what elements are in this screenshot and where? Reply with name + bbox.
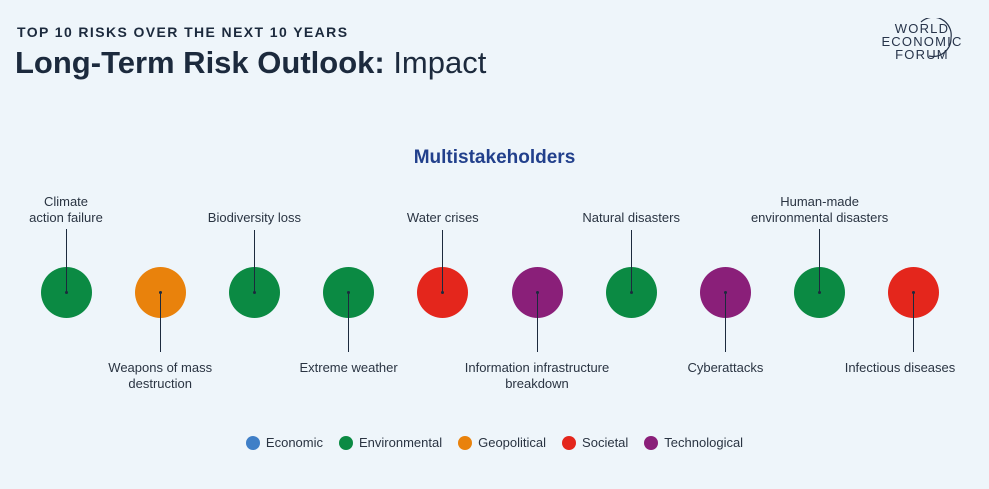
risk-connector-inner-rank-6 — [536, 292, 538, 318]
risk-label-line-rank-4-1: Extreme weather — [299, 360, 398, 375]
legend-item-environmental: Environmental — [339, 435, 442, 450]
legend-label-environmental: Environmental — [359, 435, 443, 450]
risk-label-rank-1: Climate action failure — [0, 194, 151, 226]
risk-center-rank-8 — [723, 290, 727, 294]
legend-label-technological: Technological — [664, 435, 744, 450]
risk-label-line-rank-8-1: Cyberattacks — [687, 360, 764, 375]
risk-connector-inner-rank-8 — [724, 292, 726, 318]
risk-label-rank-4: Extreme weather — [264, 360, 434, 376]
risk-center-rank-2 — [158, 290, 162, 294]
page-title-light: Impact — [384, 45, 487, 80]
legend-item-societal: Societal — [562, 435, 628, 450]
risk-connector-inner-rank-2 — [159, 292, 161, 318]
legend-item-geopolitical: Geopolitical — [458, 435, 546, 450]
risk-label-line-rank-7-1: Natural disasters — [582, 210, 680, 225]
logo-arc-icon — [920, 18, 952, 58]
risk-connector-rank-1 — [65, 229, 67, 292]
risk-center-rank-10 — [912, 290, 916, 294]
risk-label-rank-3: Biodiversity loss — [169, 210, 339, 226]
section-subtitle: Multistakeholders — [413, 147, 576, 168]
risk-connector-rank-9 — [819, 229, 821, 292]
page-title-bold: Long-Term Risk Outlook: — [15, 45, 385, 80]
risk-center-rank-1 — [64, 290, 68, 294]
legend: Economic Environmental Geopolitical Soci… — [0, 435, 989, 450]
legend-swatch-societal — [562, 435, 577, 450]
risk-label-line-rank-6-2: breakdown — [505, 376, 569, 391]
risk-connector-rank-3 — [253, 230, 255, 292]
risk-label-line-rank-2-1: Weapons of mass — [108, 360, 213, 375]
risk-label-line-rank-9-1: Human-made — [780, 194, 859, 209]
risk-label-line-rank-5-1: Water crises — [406, 210, 479, 225]
risk-label-line-rank-6-1: Information infrastructure — [464, 360, 610, 375]
eyebrow-text: TOP 10 RISKS OVER THE NEXT 10 YEARS — [17, 24, 349, 40]
risk-connector-inner-rank-10 — [913, 292, 915, 318]
legend-label-societal: Societal — [582, 435, 629, 450]
risk-connector-inner-rank-1 — [65, 266, 67, 292]
risk-connector-inner-rank-9 — [819, 266, 821, 292]
wef-logo: WORLD ECONOMIC FORUM — [872, 18, 972, 62]
legend-label-geopolitical: Geopolitical — [478, 435, 547, 450]
risk-connector-rank-5 — [442, 230, 444, 292]
risk-label-rank-9: Human-made environmental disasters — [735, 194, 905, 226]
risk-label-line-rank-1-2: action failure — [29, 210, 103, 225]
logo-line-1: WORLD — [894, 21, 950, 36]
legend-item-economic: Economic — [245, 435, 323, 450]
risk-label-rank-10: Infectious diseases — [815, 360, 985, 376]
risk-connector-inner-rank-5 — [442, 266, 444, 292]
risk-label-rank-7: Natural disasters — [546, 210, 716, 226]
risk-connector-rank-4 — [348, 292, 350, 352]
risk-connector-inner-rank-4 — [348, 292, 350, 318]
risk-label-line-rank-2-2: destruction — [128, 376, 192, 391]
legend-item-technological: Technological — [644, 435, 743, 450]
risk-connector-inner-rank-3 — [253, 266, 255, 292]
risk-label-rank-6: Information infrastructure breakdown — [452, 360, 622, 392]
risk-label-rank-2: Weapons of mass destruction — [75, 360, 245, 392]
risk-connector-rank-7 — [630, 230, 632, 292]
logo-line-3: FORUM — [895, 47, 949, 62]
logo-line-2: ECONOMIC — [881, 34, 963, 49]
risk-center-rank-5 — [441, 290, 445, 294]
risk-connector-inner-rank-7 — [630, 266, 632, 292]
legend-swatch-environmental — [339, 435, 353, 450]
risk-label-line-rank-3-1: Biodiversity loss — [207, 210, 301, 225]
risk-connector-rank-10 — [913, 292, 915, 352]
risk-connector-rank-8 — [724, 292, 726, 352]
legend-swatch-technological — [644, 435, 659, 450]
legend-swatch-economic — [245, 435, 260, 450]
page-title: Long-Term Risk Outlook: Impact — [15, 45, 486, 81]
risk-label-line-rank-1-1: Climate — [43, 194, 89, 209]
risk-center-rank-9 — [818, 290, 822, 294]
risk-label-rank-8: Cyberattacks — [640, 360, 810, 376]
risk-center-rank-4 — [347, 290, 351, 294]
risk-center-rank-3 — [252, 290, 256, 294]
risk-connector-rank-6 — [536, 292, 538, 352]
risk-label-line-rank-10-1: Infectious diseases — [844, 360, 956, 375]
risk-center-rank-7 — [629, 290, 633, 294]
risk-connector-rank-2 — [159, 292, 161, 352]
legend-swatch-geopolitical — [458, 435, 473, 450]
risk-center-rank-6 — [535, 290, 539, 294]
legend-label-economic: Economic — [265, 435, 323, 450]
risk-label-rank-5: Water crises — [358, 210, 528, 226]
risk-label-line-rank-9-2: environmental disasters — [750, 210, 889, 225]
